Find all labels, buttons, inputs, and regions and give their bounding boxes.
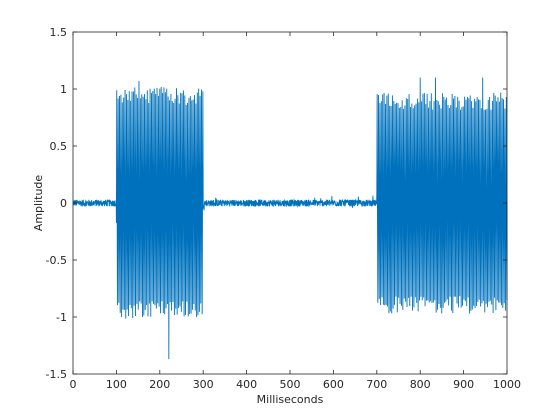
x-tick-label: 700 (366, 378, 387, 391)
x-ticks: 0 100 200 300 400 500 600 700 800 900 1000 (70, 32, 521, 391)
x-tick-label: 100 (106, 378, 127, 391)
y-tick-label: -0.5 (46, 254, 67, 267)
x-tick-label: 800 (410, 378, 431, 391)
y-axis-label: Amplitude (32, 175, 45, 232)
y-tick-label: 0.5 (50, 140, 68, 153)
waveform-series-line (72, 77, 508, 360)
x-tick-label: 1000 (493, 378, 521, 391)
y-tick-label: 1 (60, 83, 67, 96)
x-tick-label: 500 (280, 378, 301, 391)
x-tick-label: 400 (236, 378, 257, 391)
y-tick-label: -1 (56, 311, 67, 324)
x-tick-label: 200 (149, 378, 170, 391)
y-tick-label: -1.5 (46, 368, 67, 381)
x-tick-label: 600 (323, 378, 344, 391)
y-ticks: -1.5 -1 -0.5 0 0.5 1 1.5 (46, 26, 507, 381)
y-tick-label: 0 (60, 197, 67, 210)
x-tick-label: 300 (193, 378, 214, 391)
x-tick-label: 900 (453, 378, 474, 391)
x-tick-label: 0 (70, 378, 77, 391)
x-axis-label: Milliseconds (257, 393, 324, 406)
y-tick-label: 1.5 (50, 26, 68, 39)
series-layer (72, 77, 508, 360)
